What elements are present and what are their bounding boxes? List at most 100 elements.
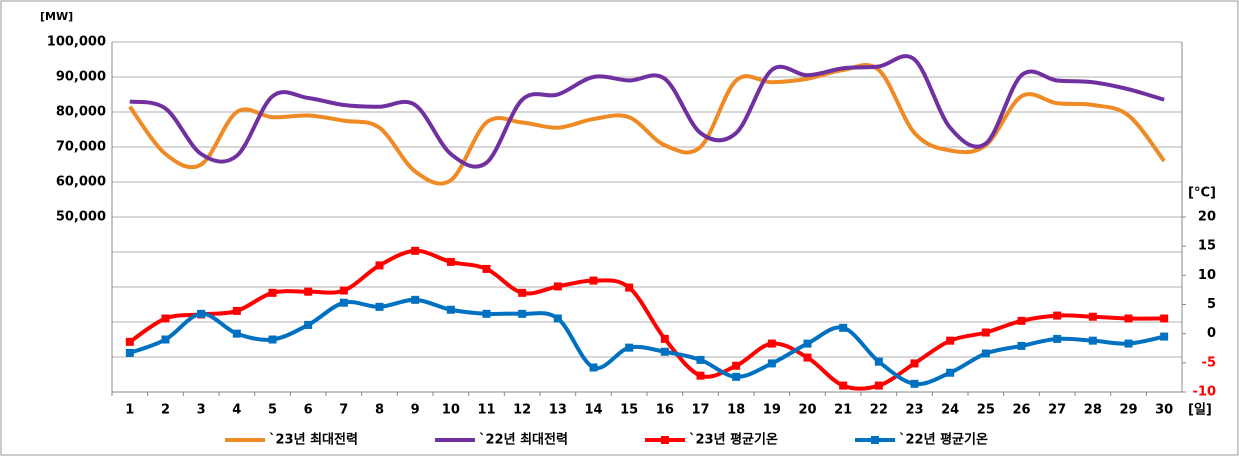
- point: [767, 359, 776, 368]
- x-tick-label: 16: [656, 403, 674, 418]
- point: [518, 309, 527, 318]
- x-tick-label: 28: [1084, 403, 1102, 418]
- point: [125, 337, 134, 346]
- point: [803, 353, 812, 362]
- point: [910, 359, 919, 368]
- series-line: [129, 54, 1165, 169]
- point: [125, 348, 134, 357]
- x-tick-label: 17: [691, 403, 709, 418]
- point: [161, 335, 170, 344]
- point: [446, 305, 455, 314]
- x-tick-label: 4: [232, 403, 241, 418]
- y-tick-label: 100,000: [47, 35, 106, 50]
- x-tick-label: 20: [798, 403, 816, 418]
- y2-tick-label: 20: [1198, 210, 1216, 225]
- point: [1088, 336, 1097, 345]
- y2-tick-label: 5: [1207, 297, 1216, 312]
- point: [589, 276, 598, 285]
- point: [1088, 312, 1097, 321]
- y-tick-label: 80,000: [56, 105, 106, 120]
- point: [1124, 314, 1133, 323]
- legend-marker: [871, 436, 879, 444]
- point: [1160, 314, 1169, 323]
- x-tick-label: 10: [442, 403, 460, 418]
- point: [268, 335, 277, 344]
- point: [197, 309, 206, 318]
- point: [803, 339, 812, 348]
- point: [1160, 332, 1169, 341]
- y2-tick-label: 0: [1207, 326, 1216, 341]
- point: [375, 261, 384, 270]
- legend-label: `23년 최대전력: [269, 432, 358, 448]
- point: [1053, 311, 1062, 320]
- point: [660, 334, 669, 343]
- point: [625, 283, 634, 292]
- legend-label: `22년 평균기온: [899, 432, 988, 448]
- y2-tick-label: -5: [1202, 355, 1216, 370]
- point: [304, 320, 313, 329]
- x-tick-label: 21: [834, 403, 852, 418]
- point: [981, 349, 990, 358]
- point: [839, 323, 848, 332]
- point: [696, 355, 705, 364]
- point: [1017, 341, 1026, 350]
- point: [589, 363, 598, 372]
- point: [553, 314, 562, 323]
- x-tick-label: 29: [1119, 403, 1137, 418]
- point: [732, 361, 741, 370]
- x-tick-label: 7: [339, 403, 348, 418]
- legend-marker: [661, 436, 669, 444]
- point: [411, 295, 420, 304]
- legend-label: `23년 평균기온: [689, 432, 778, 448]
- x-tick-label: 11: [477, 403, 495, 418]
- x-tick-label: 18: [727, 403, 745, 418]
- point: [232, 329, 241, 338]
- point: [839, 381, 848, 390]
- point: [625, 343, 634, 352]
- x-tick-label: 6: [304, 403, 313, 418]
- x-tick-label: 9: [411, 403, 420, 418]
- point: [1017, 316, 1026, 325]
- point: [874, 381, 883, 390]
- y-unit: [MW]: [40, 10, 73, 23]
- y2-tick-label: 10: [1198, 268, 1216, 283]
- point: [161, 314, 170, 323]
- y-tick-label: 90,000: [56, 70, 106, 85]
- point: [1053, 334, 1062, 343]
- y-tick-label: 70,000: [56, 140, 106, 155]
- point: [446, 257, 455, 266]
- x-tick-label: 25: [977, 403, 995, 418]
- x-tick-label: 2: [161, 403, 170, 418]
- point: [411, 246, 420, 255]
- x-tick-label: 5: [268, 403, 277, 418]
- point: [767, 339, 776, 348]
- x-tick-label: 19: [763, 403, 781, 418]
- x-tick-label: 12: [513, 403, 531, 418]
- point: [232, 306, 241, 315]
- point: [1124, 339, 1133, 348]
- point: [339, 286, 348, 295]
- x-tick-label: 3: [197, 403, 206, 418]
- point: [268, 288, 277, 297]
- x-unit: [일]: [1188, 403, 1212, 418]
- point: [981, 328, 990, 337]
- point: [375, 302, 384, 311]
- point: [482, 309, 491, 318]
- point: [339, 298, 348, 307]
- point: [518, 288, 527, 297]
- x-tick-label: 14: [584, 403, 602, 418]
- x-tick-label: 15: [620, 403, 638, 418]
- x-tick-label: 30: [1155, 403, 1173, 418]
- y2-tick-label: 15: [1198, 239, 1216, 254]
- point: [732, 372, 741, 381]
- y2-tick-label: -10: [1193, 385, 1217, 400]
- x-tick-label: 22: [870, 403, 888, 418]
- x-tick-label: 26: [1012, 403, 1030, 418]
- y-tick-label: 50,000: [56, 210, 106, 225]
- x-tick-label: 1: [125, 403, 134, 418]
- x-tick-label: 24: [941, 403, 959, 418]
- x-tick-label: 13: [549, 403, 567, 418]
- point: [482, 264, 491, 273]
- point: [946, 368, 955, 377]
